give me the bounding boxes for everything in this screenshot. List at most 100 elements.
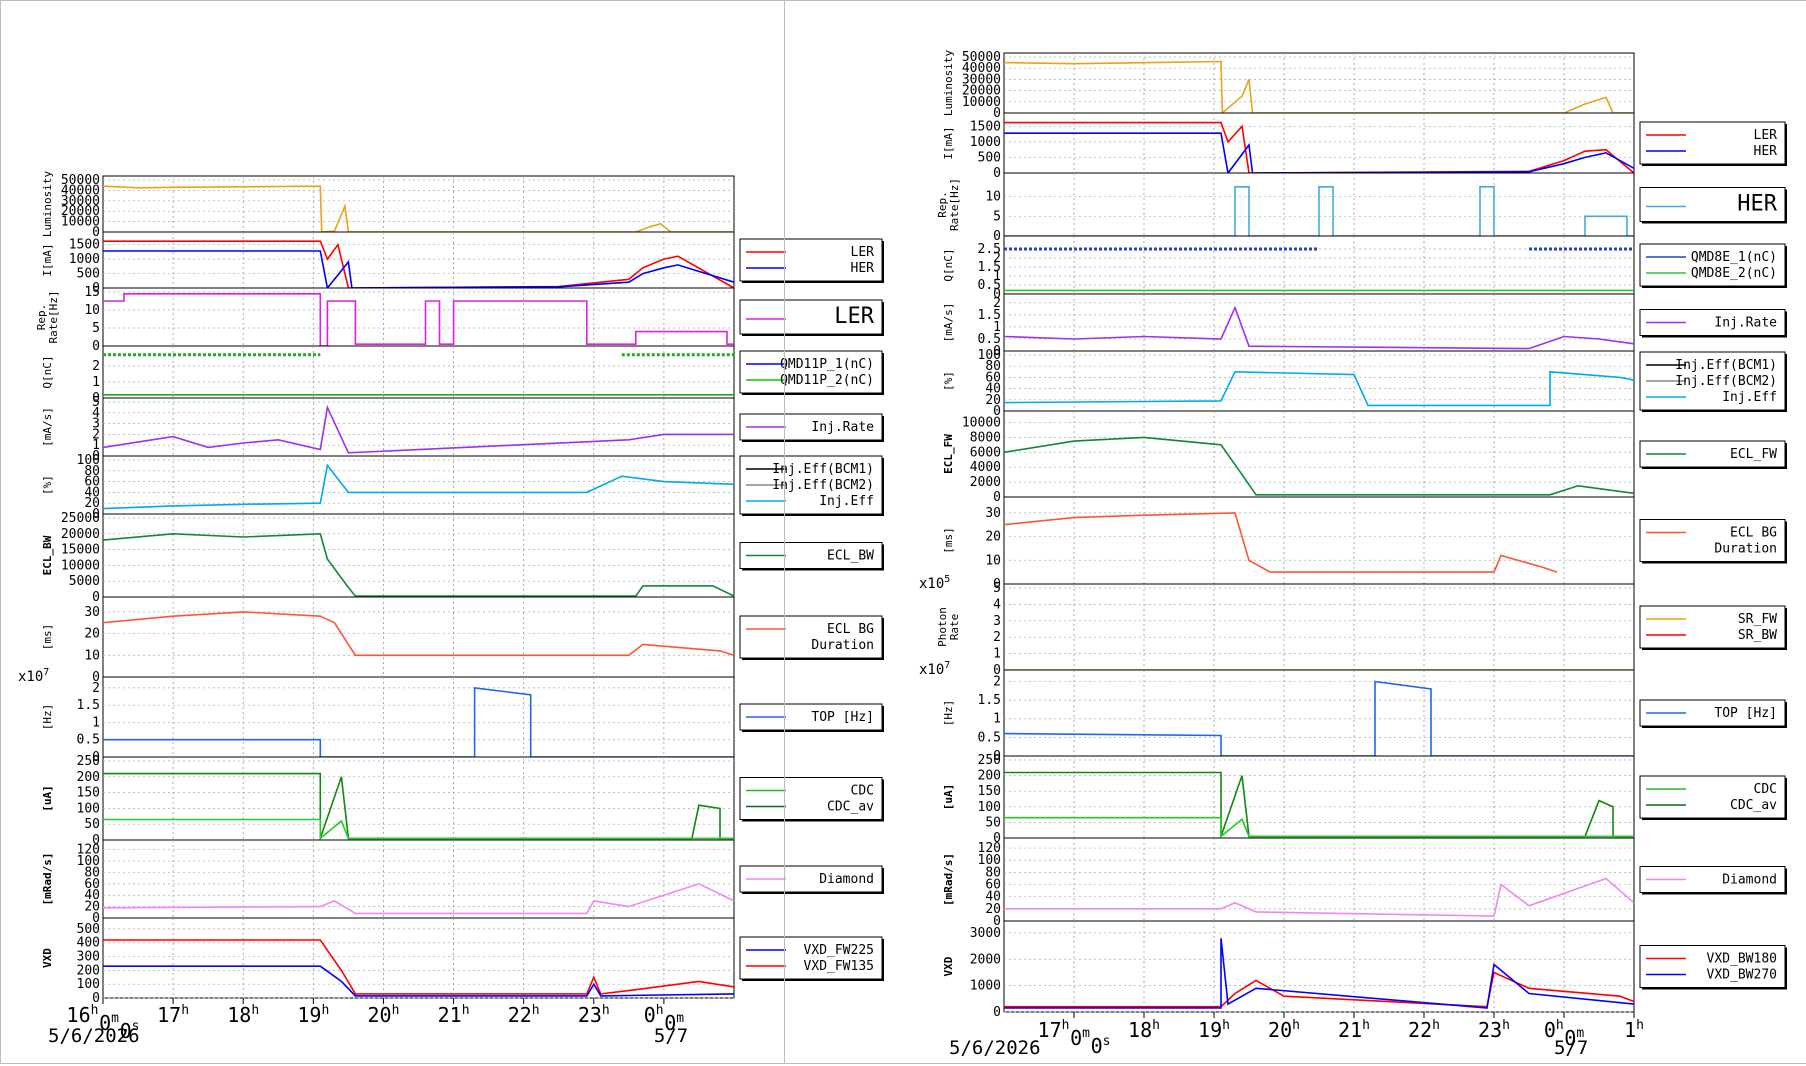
y-tick-label: 15000 [61, 543, 100, 558]
track-frame [1003, 410, 1635, 498]
y-tick-label: 1000 [970, 979, 1001, 994]
track-top: 2 1.5 1 0.5 0 [Hz] x107 TOP [Hz] [919, 660, 1787, 764]
legend-label: Diamond [1722, 873, 1777, 888]
y-tick-label: 10000 [962, 95, 1001, 110]
x-tick-num: 0 [1091, 1034, 1103, 1058]
legend-label: TOP [Hz] [1714, 706, 1777, 721]
legend-box: LER [739, 299, 884, 336]
y-axis-label: Q[nC] [41, 355, 54, 388]
y-tick-label: 0 [92, 750, 100, 765]
y-tick-label: 250 [978, 753, 1001, 768]
legend-label: SR_BW [1738, 628, 1777, 643]
x-tick-unit: h [392, 1003, 400, 1018]
y-tick-label: 30 [84, 605, 100, 620]
legend-box: Diamond [1639, 866, 1787, 895]
y-tick-label: 2 [92, 359, 100, 374]
x-tick-unit: h [251, 1003, 259, 1018]
legend-frame [1639, 945, 1786, 988]
legend-frame [739, 936, 883, 980]
y-tick-label: 1.5 [978, 308, 1001, 323]
left-panel-frame [0, 0, 785, 1064]
track-top: 2 1.5 1 0.5 0 [Hz] x107 TOP [Hz] [18, 667, 884, 765]
x-tick-num: 0 [99, 1011, 111, 1035]
y-tick-label: 200 [77, 770, 100, 785]
y-tick-label: 0 [92, 590, 100, 605]
series-line-1 [1004, 938, 1635, 1009]
y-axis-label: [ms] [41, 624, 54, 651]
y-tick-label: 500 [978, 150, 1001, 165]
y-tick-label: 20 [84, 496, 100, 511]
x-tick-num: 0 [120, 1019, 132, 1043]
y-tick-label: 0 [993, 490, 1001, 505]
left-panel: 50000400003000020000100000Luminosity1500… [18, 171, 884, 1047]
legend-frame [1639, 187, 1786, 222]
legend-box: QMD11P_1(nC)QMD11P_2(nC) [739, 350, 884, 395]
y-tick-label: 60 [84, 475, 100, 490]
y-tick-label: 20 [84, 627, 100, 642]
y-exponent-power: 5 [944, 574, 950, 585]
legend-frame [1639, 519, 1786, 562]
y-tick-label: 10 [84, 648, 100, 663]
series-line-0 [1003, 60, 1634, 115]
y-axis-label: [%] [942, 371, 955, 391]
y-tick-label: 2 [993, 674, 1001, 689]
x-tick-num: 0 [664, 1011, 676, 1035]
y-tick-label: 0.5 [978, 278, 1001, 293]
y-tick-label: 0.5 [77, 733, 100, 748]
x-tick-unit: m [1082, 1026, 1090, 1041]
y-tick-label: 0 [993, 1005, 1001, 1020]
y-tick-label: 40 [84, 485, 100, 500]
y-tick-label: 4000 [970, 460, 1001, 475]
y-tick-label: 1 [993, 712, 1001, 727]
y-tick-label: 60 [985, 370, 1001, 385]
y-axis-label: [uA] [41, 785, 54, 812]
y-tick-label: 3 [993, 614, 1001, 629]
track-frame [102, 397, 735, 457]
y-tick-label: 0 [993, 287, 1001, 302]
right-panel-frame [784, 0, 1806, 1064]
legend-label: Inj.Eff [819, 494, 874, 509]
y-tick-label: 300 [77, 950, 100, 965]
y-tick-label: 20000 [61, 527, 100, 542]
legend-label: Inj.Eff(BCM1) [1675, 358, 1777, 373]
legend-label: QMD11P_2(nC) [780, 373, 874, 388]
x-tick-unit: h [656, 1003, 664, 1018]
x-tick-unit: h [1152, 1018, 1160, 1033]
legend-label: Duration [811, 638, 874, 653]
legend-frame [1639, 121, 1786, 165]
y-tick-label: 0.5 [978, 730, 1001, 745]
y-tick-label: 200 [77, 963, 100, 978]
track-rep: 15 10 5 0 Rep. Rate[Hz] LER [35, 285, 884, 354]
y-tick-label: 0 [92, 670, 100, 685]
legend-label: VXD_BW270 [1707, 968, 1777, 983]
y-tick-label: 6000 [970, 445, 1001, 460]
y-tick-label: 0 [92, 449, 100, 464]
y-tick-label: 5 [993, 209, 1001, 224]
y-tick-label: 0 [993, 404, 1001, 419]
series-line-0 [102, 404, 734, 454]
legend-label: LER [1754, 128, 1778, 143]
legend-frame [1639, 605, 1786, 649]
legend-frame [1639, 243, 1786, 287]
y-tick-label: 20 [985, 530, 1001, 545]
series-line-1 [1004, 132, 1635, 175]
series-line-0 [102, 611, 735, 657]
y-tick-label: 0 [993, 229, 1001, 244]
legend-label: ECL_FW [1730, 447, 1777, 462]
y-tick-label: 2 [92, 427, 100, 442]
date-right-label: 5/7 [654, 1025, 688, 1047]
y-tick-label: 2 [92, 681, 100, 696]
track-frame [102, 839, 735, 919]
y-axis-label: Rep. [936, 191, 949, 218]
